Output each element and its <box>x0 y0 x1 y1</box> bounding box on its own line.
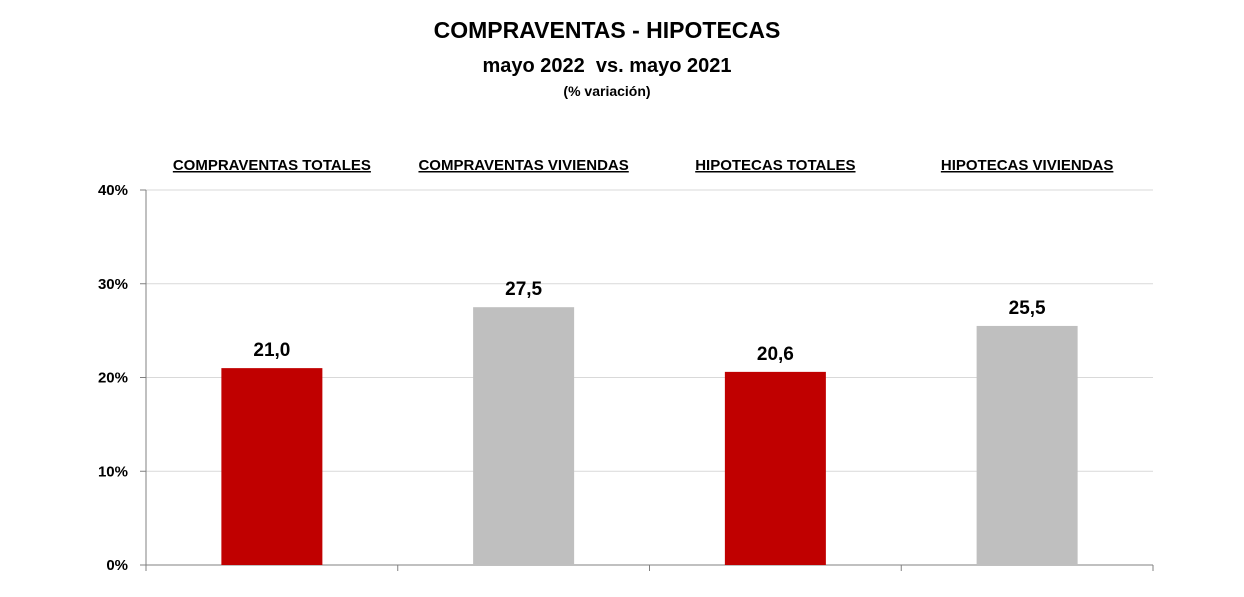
category-labels: COMPRAVENTAS TOTALES COMPRAVENTAS VIVIEND… <box>173 157 1114 174</box>
y-tick-label: 40% <box>98 182 128 199</box>
bars <box>221 307 1078 565</box>
bar <box>724 371 826 565</box>
category-label: COMPRAVENTAS VIVIENDAS <box>418 157 628 174</box>
category-label: HIPOTECAS TOTALES <box>695 157 855 174</box>
category-label: HIPOTECAS VIVIENDAS <box>941 157 1114 174</box>
y-tick-label: 20% <box>98 370 128 387</box>
data-label: 21,0 <box>253 340 290 361</box>
y-tick-label: 0% <box>106 557 128 574</box>
bar <box>473 307 575 565</box>
y-tick-label: 30% <box>98 276 128 293</box>
y-tick-labels: 0% 10% 20% 30% 40% <box>98 182 128 574</box>
data-label: 25,5 <box>1009 298 1046 319</box>
category-label: COMPRAVENTAS TOTALES <box>173 157 371 174</box>
data-labels: 21,0 27,5 20,6 25,5 <box>253 279 1046 365</box>
data-label: 27,5 <box>505 279 542 300</box>
chart-title: COMPRAVENTAS - HIPOTECAS <box>434 17 781 43</box>
chart-subtitle-units: (% variación) <box>563 83 650 99</box>
chart-subtitle: mayo 2022 vs. mayo 2021 <box>482 55 731 77</box>
bar <box>976 325 1078 565</box>
y-tick-label: 10% <box>98 463 128 480</box>
data-label: 20,6 <box>757 344 794 365</box>
bar <box>221 368 323 565</box>
